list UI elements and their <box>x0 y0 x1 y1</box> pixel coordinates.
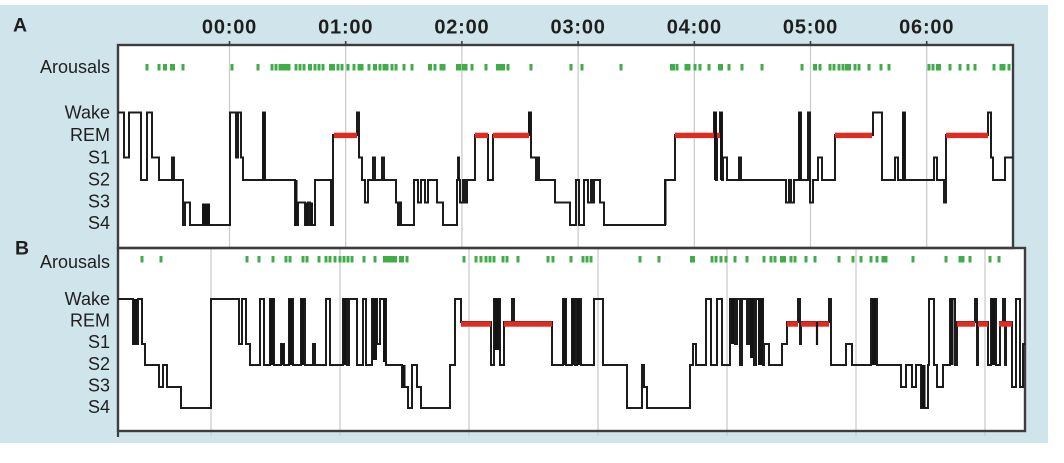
svg-text:S1: S1 <box>88 332 110 352</box>
svg-text:00:00: 00:00 <box>202 17 257 39</box>
svg-text:REM: REM <box>70 125 110 145</box>
svg-text:REM: REM <box>70 311 110 331</box>
svg-text:S2: S2 <box>88 170 110 190</box>
svg-text:02:00: 02:00 <box>434 17 489 39</box>
svg-text:S4: S4 <box>88 397 110 417</box>
svg-text:Wake: Wake <box>65 289 110 309</box>
svg-text:01:00: 01:00 <box>318 17 373 39</box>
svg-text:S4: S4 <box>88 213 110 233</box>
svg-text:06:00: 06:00 <box>899 17 954 39</box>
svg-text:05:00: 05:00 <box>783 17 838 39</box>
svg-text:Arousals: Arousals <box>40 252 110 272</box>
svg-text:B: B <box>15 238 29 260</box>
svg-text:S3: S3 <box>88 376 110 396</box>
svg-text:03:00: 03:00 <box>551 17 606 39</box>
svg-text:S3: S3 <box>88 192 110 212</box>
svg-text:Arousals: Arousals <box>40 57 110 77</box>
svg-text:04:00: 04:00 <box>667 17 722 39</box>
svg-text:S2: S2 <box>88 354 110 374</box>
svg-text:A: A <box>13 15 27 37</box>
svg-text:S1: S1 <box>88 148 110 168</box>
svg-text:Wake: Wake <box>65 103 110 123</box>
